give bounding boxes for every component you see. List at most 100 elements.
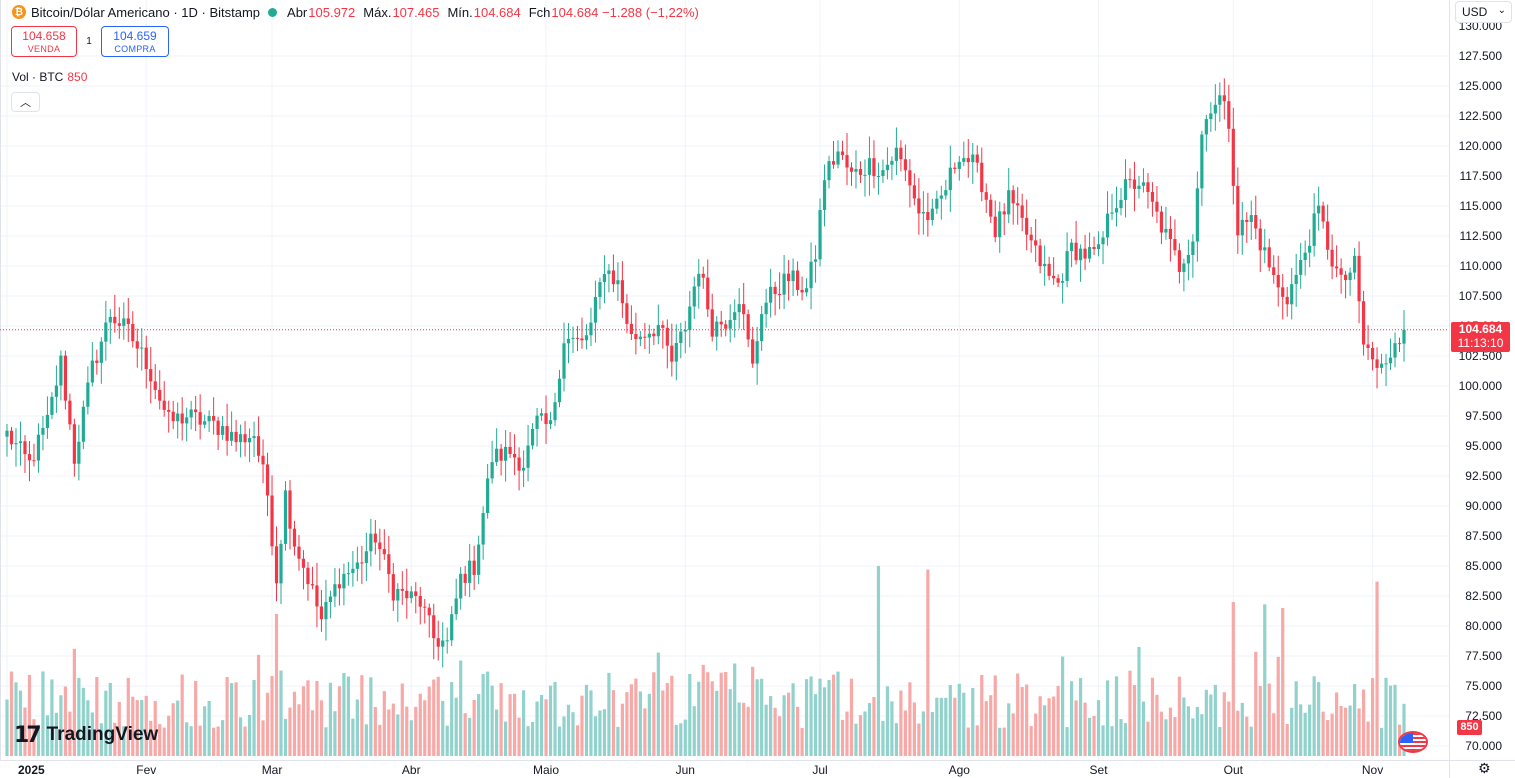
volume-bar: [728, 689, 732, 756]
y-tick-label: 117.500: [1460, 169, 1503, 183]
sell-label: VENDA: [27, 44, 61, 54]
candle-body: [274, 546, 279, 584]
volume-bar: [984, 701, 988, 756]
candle-body: [1299, 260, 1303, 275]
volume-bar: [1272, 713, 1276, 756]
candle-body: [733, 312, 737, 320]
volume-bar: [54, 712, 59, 756]
volume-bar: [243, 726, 247, 756]
volume-bar: [930, 712, 934, 756]
collapse-legend-button[interactable]: ︿: [11, 92, 40, 112]
candle-body: [5, 430, 9, 437]
candle-body: [526, 445, 530, 468]
bitcoin-icon: ₿: [12, 5, 26, 19]
volume-bar: [135, 700, 139, 756]
tradingview-logo[interactable]: 𝟭𝟳 TradingView: [14, 722, 158, 748]
candle-body: [998, 211, 1002, 238]
candle-body: [787, 273, 791, 282]
volume-bar: [643, 708, 647, 756]
candle-body: [804, 288, 809, 293]
candle-body: [126, 318, 130, 324]
volume-bar: [234, 682, 238, 756]
volume-bar: [1083, 702, 1087, 756]
ohlc-close-label: Fch: [528, 4, 551, 20]
candle-body: [1114, 208, 1119, 213]
volume-bar: [1123, 723, 1128, 756]
volume-bar: [647, 693, 651, 756]
volume-bar: [90, 712, 94, 756]
buy-price: 104.659: [113, 29, 157, 43]
candle-body: [971, 154, 975, 163]
candle-body: [724, 324, 728, 329]
y-tick-label: 112.500: [1460, 229, 1503, 243]
volume-bar: [804, 679, 809, 756]
candle-body: [1043, 263, 1047, 267]
volume-legend[interactable]: Vol · BTC 850: [12, 70, 87, 84]
candle-body: [283, 490, 288, 544]
candle-body: [270, 495, 274, 547]
volume-bar: [782, 695, 786, 756]
volume-bar: [1388, 685, 1393, 756]
candle-body: [764, 302, 768, 315]
volume-bar: [77, 677, 81, 756]
volume-bar: [809, 676, 813, 756]
y-tick-label: 107.500: [1459, 289, 1503, 303]
candle-body: [921, 212, 925, 214]
candle-body: [831, 161, 836, 165]
gear-icon[interactable]: ⚙: [1478, 760, 1491, 776]
candle-body: [535, 415, 539, 429]
candle-body: [1348, 272, 1352, 281]
volume-bar: [41, 671, 45, 756]
volume-bar: [1096, 700, 1101, 756]
y-tick-label: 82.500: [1465, 589, 1502, 603]
candle-body: [1191, 241, 1195, 255]
volume-bar: [966, 727, 970, 756]
candle-body: [1011, 190, 1015, 204]
candle-body: [1182, 263, 1186, 272]
volume-bar: [571, 712, 575, 756]
candle-body: [319, 606, 324, 620]
candle-body: [926, 212, 930, 221]
candle-body: [216, 420, 220, 435]
candle-body: [607, 270, 611, 274]
ohlc-low-value: 104.684: [473, 4, 521, 20]
candle-body: [737, 304, 741, 313]
candle-body: [728, 319, 732, 329]
candle-body: [1016, 203, 1020, 206]
candle-body: [104, 322, 108, 342]
candle-body: [1038, 245, 1042, 267]
volume-bar: [1249, 726, 1253, 756]
sell-button[interactable]: 104.658 VENDA: [11, 26, 77, 57]
volume-bar: [176, 700, 180, 756]
candle-body: [1096, 244, 1101, 250]
volume-bar: [939, 697, 943, 756]
candle-body: [301, 558, 306, 568]
volume-bar: [679, 723, 683, 756]
volume-bar: [706, 672, 710, 756]
trade-buttons: 104.658 VENDA 1 104.659 COMPRA: [11, 26, 169, 57]
candle-body: [674, 342, 678, 362]
candle-body: [68, 400, 72, 425]
candle-body: [243, 434, 247, 443]
us-flag-icon[interactable]: [1398, 731, 1428, 753]
volume-bar: [95, 677, 99, 756]
candle-body: [1397, 343, 1402, 345]
ohlc-close-value: 104.684 −1.288 (−1,22%): [551, 4, 699, 20]
candle-body: [795, 270, 800, 290]
volume-bar: [126, 677, 130, 756]
volume-bar: [108, 682, 112, 756]
candle-body: [566, 338, 571, 344]
volume-bar: [980, 674, 984, 756]
candle-body: [1326, 221, 1330, 250]
symbol-title[interactable]: Bitcoin/Dólar Americano · 1D · Bitstamp: [31, 4, 261, 20]
currency-select[interactable]: USD ⌄: [1455, 1, 1512, 23]
volume-bar: [575, 725, 580, 756]
candle-body: [1200, 134, 1204, 189]
candle-body: [512, 453, 517, 458]
buy-button[interactable]: 104.659 COMPRA: [101, 26, 169, 57]
volume-bar: [742, 702, 746, 756]
candle-body: [1128, 179, 1132, 181]
candle-body: [396, 588, 400, 601]
candle-body: [378, 542, 382, 550]
